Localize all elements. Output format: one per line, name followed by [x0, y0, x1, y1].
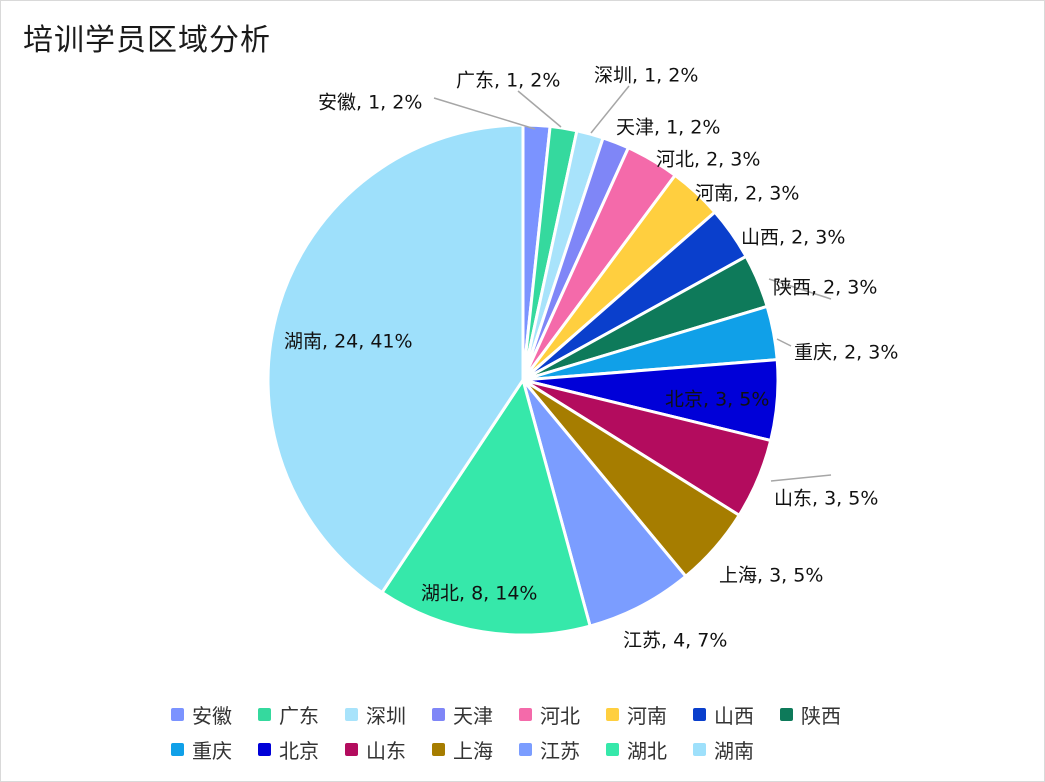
- legend-row: 重庆 北京 山东 上海 江苏 湖北 湖南: [171, 732, 931, 767]
- legend-swatch: [780, 708, 793, 721]
- legend-label: 上海: [453, 739, 493, 763]
- legend-label: 深圳: [366, 704, 406, 728]
- data-label-深圳: 深圳, 1, 2%: [594, 65, 698, 87]
- legend-item-深圳[interactable]: 深圳: [345, 700, 406, 729]
- leader-line-山东: [770, 474, 832, 482]
- legend-item-河北[interactable]: 河北: [519, 700, 580, 729]
- legend-item-山西[interactable]: 山西: [693, 700, 754, 729]
- legend-swatch: [345, 743, 358, 756]
- legend-label: 湖北: [627, 739, 667, 763]
- legend-item-上海[interactable]: 上海: [432, 735, 493, 764]
- legend-label: 安徽: [192, 704, 232, 728]
- data-label-山西: 山西, 2, 3%: [741, 227, 845, 249]
- legend-label: 湖南: [714, 739, 754, 763]
- legend-swatch: [432, 708, 445, 721]
- legend-item-山东[interactable]: 山东: [345, 735, 406, 764]
- legend-swatch: [519, 708, 532, 721]
- legend-label: 陕西: [801, 704, 841, 728]
- legend-item-北京[interactable]: 北京: [258, 735, 319, 764]
- legend-label: 天津: [453, 704, 493, 728]
- data-label-上海: 上海, 3, 5%: [719, 565, 823, 587]
- legend-label: 河南: [627, 704, 667, 728]
- data-label-安徽: 安徽, 1, 2%: [318, 92, 422, 114]
- leader-line-重庆: [776, 338, 792, 347]
- data-label-河北: 河北, 2, 3%: [656, 149, 760, 171]
- leader-line-安徽: [433, 97, 536, 130]
- legend-swatch: [693, 743, 706, 756]
- leader-line-陕西: [768, 278, 832, 300]
- legend-swatch: [258, 708, 271, 721]
- legend-label: 重庆: [192, 739, 232, 763]
- legend-row: 安徽 广东 深圳 天津 河北 河南 山西 陕西: [171, 697, 931, 732]
- legend-label: 江苏: [540, 739, 580, 763]
- legend-label: 山西: [714, 704, 754, 728]
- legend-label: 北京: [279, 739, 319, 763]
- legend-item-江苏[interactable]: 江苏: [519, 735, 580, 764]
- legend-swatch: [606, 743, 619, 756]
- pie-slice-湖北[interactable]: [379, 376, 592, 637]
- legend-item-河南[interactable]: 河南: [606, 700, 667, 729]
- data-label-北京: 北京, 3, 5%: [665, 389, 769, 411]
- legend-swatch: [258, 743, 271, 756]
- data-label-陕西: 陕西, 2, 3%: [773, 277, 877, 299]
- data-label-广东: 广东, 1, 2%: [456, 70, 560, 92]
- legend-item-湖北[interactable]: 湖北: [606, 735, 667, 764]
- legend-item-天津[interactable]: 天津: [432, 700, 493, 729]
- pie-slice-江苏[interactable]: [521, 379, 688, 628]
- legend-swatch: [171, 708, 184, 721]
- legend-swatch: [606, 708, 619, 721]
- pie-chart: 安徽, 1, 2% 广东, 1, 2% 深圳, 1, 2% 天津, 1, 2% 河北, …: [266, 65, 898, 652]
- legend-swatch: [171, 743, 184, 756]
- leader-line-深圳: [590, 85, 630, 134]
- data-label-山东: 山东, 3, 5%: [774, 488, 878, 510]
- data-label-湖北: 湖北, 8, 14%: [421, 583, 537, 605]
- legend-item-重庆[interactable]: 重庆: [171, 735, 232, 764]
- data-label-湖南: 湖南, 24, 41%: [284, 331, 413, 353]
- legend-label: 山东: [366, 739, 406, 763]
- legend-swatch: [519, 743, 532, 756]
- data-label-河南: 河南, 2, 3%: [695, 183, 799, 205]
- legend-item-安徽[interactable]: 安徽: [171, 700, 232, 729]
- legend-swatch: [693, 708, 706, 721]
- legend-label: 广东: [279, 704, 319, 728]
- legend-swatch: [345, 708, 358, 721]
- legend-item-湖南[interactable]: 湖南: [693, 735, 754, 764]
- chart-legend: 安徽 广东 深圳 天津 河北 河南 山西 陕西重庆 北京 山东 上海 江苏 湖北 湖南: [171, 697, 931, 767]
- legend-label: 河北: [540, 704, 580, 728]
- data-label-重庆: 重庆, 2, 3%: [794, 342, 898, 364]
- legend-item-广东[interactable]: 广东: [258, 700, 319, 729]
- data-label-江苏: 江苏, 4, 7%: [623, 630, 727, 652]
- legend-swatch: [432, 743, 445, 756]
- pie-slice-湖南[interactable]: [266, 123, 525, 595]
- data-label-天津: 天津, 1, 2%: [616, 117, 720, 139]
- leader-line-广东: [517, 90, 562, 128]
- chart-title: 培训学员区域分析: [23, 23, 271, 58]
- legend-item-陕西[interactable]: 陕西: [780, 700, 841, 729]
